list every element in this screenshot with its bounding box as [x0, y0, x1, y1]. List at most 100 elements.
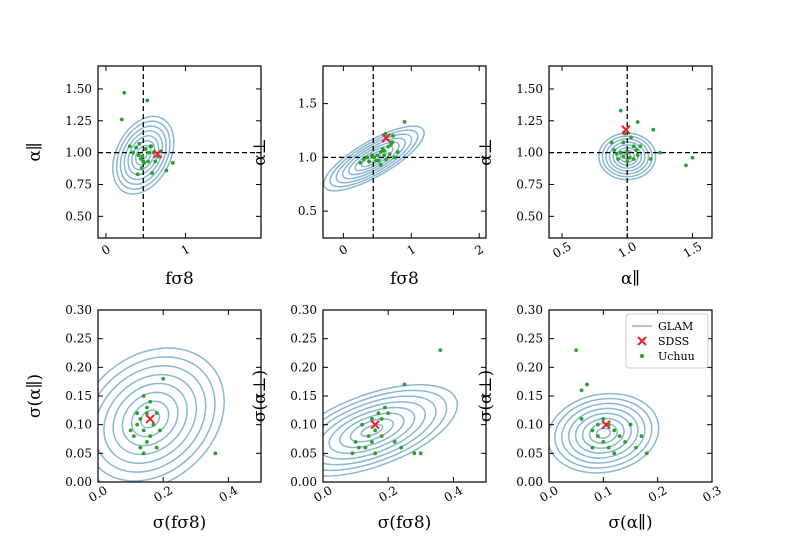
y-tick-label: 0.50: [516, 209, 543, 223]
y-tick-label: 0.05: [290, 446, 317, 460]
uchuu-point: [139, 166, 144, 170]
uchuu-point: [684, 163, 688, 168]
glam-contour: [112, 382, 188, 456]
x-tick-label: 1: [179, 242, 193, 258]
sdss-marker-stroke: [601, 419, 611, 430]
y-tick-label: 0.15: [65, 389, 92, 403]
uchuu-point: [639, 434, 644, 439]
glam-contour: [335, 133, 413, 184]
uchuu-points: [358, 120, 407, 167]
x-tick-label: 0.4: [217, 483, 241, 505]
y-tick-label: 0.20: [290, 360, 317, 374]
uchuu-point: [606, 445, 611, 450]
panel-top-middle: 0 1 2 0.5 1.0 1.5 fσ8 α⊥: [250, 65, 487, 289]
uchuu-points: [609, 108, 695, 168]
uchuu-point: [140, 154, 145, 159]
glam-contour: [323, 383, 459, 477]
uchuu-point: [418, 451, 423, 456]
uchuu-point: [383, 405, 387, 410]
uchuu-point: [392, 155, 397, 160]
uchuu-point: [376, 158, 381, 163]
uchuu-point: [379, 417, 384, 421]
y-axis-label: σ(α⊥): [476, 370, 496, 422]
glam-contour: [341, 137, 407, 180]
sdss-marker-stroke: [152, 149, 163, 159]
x-axis-label: σ(fσ8): [378, 513, 432, 533]
uchuu-point: [648, 157, 653, 161]
glam-contour: [348, 141, 400, 176]
uchuu-point: [135, 422, 140, 427]
uchuu-point: [579, 417, 584, 421]
glam-contour: [123, 130, 164, 181]
uchuu-point: [158, 428, 162, 433]
uchuu-point: [392, 439, 397, 444]
uchuu-point: [143, 146, 148, 151]
plot-frame: [322, 65, 487, 239]
uchuu-point: [213, 451, 218, 456]
uchuu-point: [585, 382, 589, 387]
legend-label-sdss: SDSS: [658, 335, 689, 348]
uchuu-point: [145, 405, 149, 410]
x-axis-label: σ(α∥): [608, 513, 652, 533]
uchuu-point: [627, 155, 632, 160]
uchuu-point: [379, 434, 384, 439]
x-axis-label: σ(fσ8): [153, 513, 207, 533]
uchuu-point: [141, 394, 146, 398]
uchuu-point: [690, 155, 695, 160]
glam-contour: [349, 418, 395, 443]
uchuu-point: [150, 171, 154, 175]
y-tick-label: 0.05: [65, 446, 92, 460]
uchuu-point: [135, 172, 140, 177]
y-tick-label: 0.10: [516, 418, 543, 432]
uchuu-point: [164, 168, 169, 173]
uchuu-point: [378, 163, 383, 167]
uchuu-point: [161, 376, 166, 381]
uchuu-point: [618, 150, 623, 155]
x-tick-label: 2: [472, 242, 486, 258]
x-axis-label: fσ8: [390, 269, 419, 289]
x-tick-label: 0.5: [550, 239, 574, 261]
uchuu-point: [119, 117, 124, 122]
y-tick-label: 0.05: [516, 446, 543, 460]
glam-contour: [323, 395, 437, 466]
x-tick-label: 0.2: [151, 483, 175, 505]
x-tick-label: 0: [337, 242, 351, 258]
uchuu-point: [628, 422, 633, 427]
uchuu-point: [391, 133, 395, 138]
uchuu-point: [635, 120, 640, 124]
glam-contour: [329, 129, 419, 188]
sdss-marker: [621, 124, 631, 135]
y-tick-label: 0.20: [65, 360, 92, 374]
sdss-marker: [601, 419, 611, 430]
uchuu-points: [119, 90, 175, 177]
uchuu-point: [122, 90, 127, 95]
uchuu-point: [634, 445, 638, 450]
uchuu-point: [402, 382, 407, 387]
uchuu-point: [631, 144, 636, 149]
glam-contour: [549, 392, 660, 474]
uchuu-point: [657, 150, 662, 155]
x-tick-label: 1.0: [615, 239, 639, 261]
uchuu-point: [367, 159, 372, 164]
y-tick-label: 0.5: [298, 204, 317, 218]
glam-contour: [612, 144, 643, 169]
y-tick-label: 1.5: [298, 97, 317, 111]
x-tick-label: 1: [404, 242, 418, 258]
uchuu-point: [651, 127, 656, 132]
uchuu-point: [390, 140, 395, 145]
y-tick-label: 0.10: [290, 418, 317, 432]
uchuu-point: [148, 434, 153, 439]
uchuu-point: [145, 98, 150, 103]
uchuu-point: [154, 411, 159, 416]
uchuu-point: [136, 153, 141, 158]
uchuu-point: [412, 451, 417, 456]
uchuu-point: [616, 157, 621, 161]
x-tick-label: 0.2: [376, 483, 400, 505]
uchuu-point: [638, 144, 643, 149]
glam-contour: [323, 125, 425, 192]
uchuu-point: [601, 439, 606, 444]
uchuu-point: [596, 434, 600, 439]
glam-contour: [601, 135, 653, 178]
glam-contour: [588, 422, 618, 444]
